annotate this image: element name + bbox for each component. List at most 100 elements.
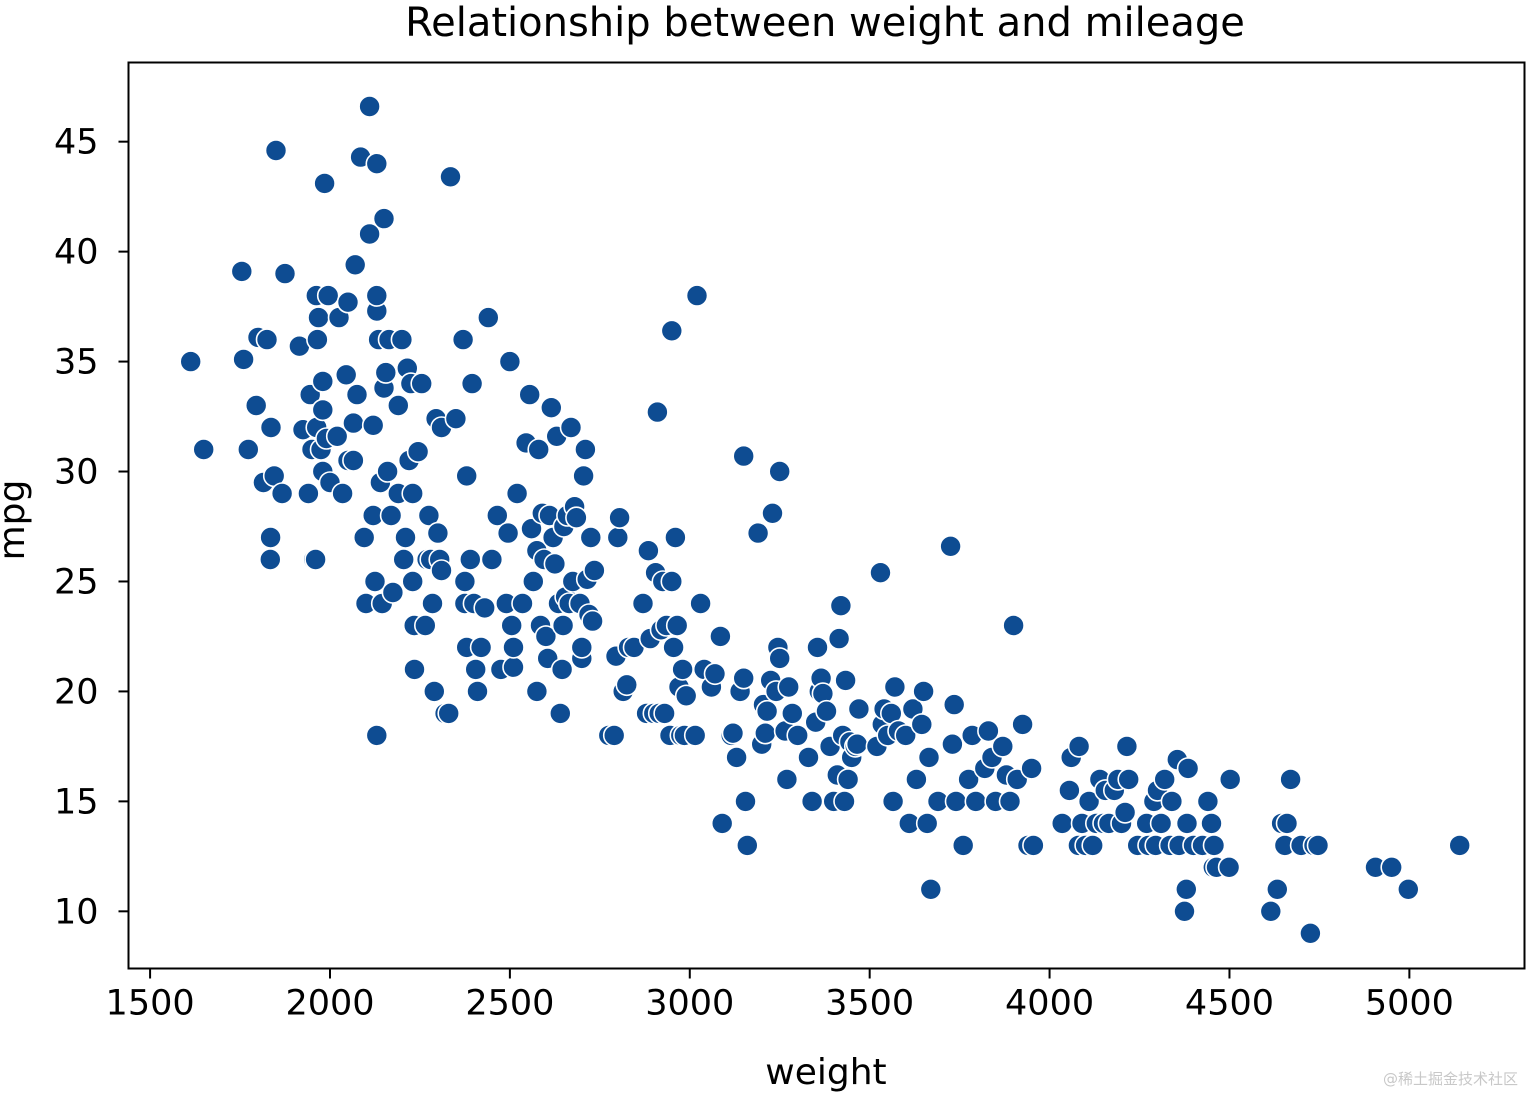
- y-tick-label: 45: [54, 123, 99, 163]
- data-point: [1067, 735, 1091, 758]
- data-point: [451, 328, 475, 351]
- data-point: [179, 350, 202, 373]
- data-point: [1306, 834, 1330, 857]
- data-point: [502, 655, 525, 679]
- data-point: [304, 548, 327, 571]
- data-point: [270, 482, 294, 505]
- data-point: [551, 614, 575, 637]
- data-point: [444, 407, 468, 431]
- data-point: [847, 697, 871, 721]
- data-point: [1173, 899, 1196, 923]
- data-point: [631, 592, 655, 615]
- data-point: [511, 592, 534, 615]
- data-point: [358, 95, 381, 118]
- data-point: [834, 669, 857, 692]
- data-point: [806, 636, 829, 659]
- data-point: [464, 658, 488, 681]
- data-point: [775, 768, 799, 791]
- data-point: [502, 636, 525, 659]
- data-point: [550, 658, 574, 681]
- data-point: [316, 284, 340, 307]
- data-point: [572, 464, 595, 488]
- data-point: [1259, 899, 1283, 923]
- data-point: [800, 790, 824, 813]
- data-point: [951, 834, 975, 857]
- y-tick-label: 10: [54, 892, 99, 932]
- data-point: [1002, 614, 1025, 637]
- data-point: [342, 411, 365, 435]
- data-point: [1020, 757, 1043, 780]
- data-point: [1448, 834, 1471, 857]
- data-point: [358, 222, 381, 246]
- data-point: [381, 581, 405, 604]
- data-point: [386, 394, 410, 417]
- data-point: [827, 627, 851, 650]
- data-point: [460, 372, 484, 395]
- data-point: [527, 438, 551, 461]
- data-point: [1299, 921, 1322, 945]
- data-point: [430, 559, 453, 582]
- data-point: [1266, 877, 1289, 901]
- data-point: [1275, 812, 1299, 835]
- data-point: [777, 675, 801, 699]
- data-point: [361, 413, 385, 437]
- data-point: [660, 319, 684, 343]
- data-point: [761, 501, 784, 525]
- data-point: [755, 699, 779, 723]
- data-point: [297, 482, 320, 505]
- data-point: [264, 139, 288, 162]
- data-point: [336, 290, 360, 314]
- data-point: [725, 746, 748, 769]
- data-point: [543, 552, 567, 576]
- data-point: [485, 504, 509, 527]
- data-point: [505, 482, 529, 505]
- data-point: [410, 372, 434, 395]
- data-point: [646, 400, 669, 424]
- data-point: [998, 790, 1022, 813]
- data-point: [365, 284, 389, 307]
- data-point: [910, 713, 934, 736]
- data-point: [915, 812, 939, 835]
- data-point: [401, 570, 425, 593]
- data-point: [977, 719, 1000, 743]
- data-point: [403, 658, 426, 681]
- data-point: [455, 464, 479, 488]
- data-point: [306, 328, 329, 351]
- data-point: [559, 416, 583, 439]
- data-point: [608, 506, 631, 530]
- data-point: [376, 460, 399, 483]
- data-point: [662, 636, 685, 659]
- data-point: [313, 172, 336, 195]
- data-point: [570, 636, 594, 659]
- data-point: [709, 625, 732, 648]
- x-tick-label: 3000: [645, 984, 734, 1024]
- data-point: [518, 383, 542, 406]
- data-point: [565, 506, 588, 530]
- y-tick-label: 25: [54, 562, 99, 602]
- data-point: [534, 625, 558, 648]
- data-point: [721, 721, 745, 745]
- data-point: [735, 834, 759, 857]
- data-point: [458, 548, 482, 571]
- y-axis-label: mpg: [0, 480, 33, 561]
- data-point: [941, 732, 964, 756]
- data-point: [665, 614, 689, 637]
- data-point: [615, 673, 639, 697]
- data-point: [583, 559, 606, 582]
- data-point: [1113, 801, 1137, 824]
- data-point: [390, 328, 414, 351]
- data-point: [244, 394, 268, 417]
- data-point: [273, 262, 297, 285]
- data-point: [307, 306, 330, 329]
- data-point: [797, 746, 820, 769]
- data-point: [917, 746, 941, 769]
- data-point: [660, 570, 684, 593]
- data-point: [237, 438, 260, 461]
- data-point: [258, 548, 282, 571]
- data-point: [653, 702, 676, 725]
- data-point: [476, 306, 500, 329]
- data-point: [426, 521, 450, 545]
- data-point: [401, 482, 425, 505]
- data-point: [417, 504, 441, 527]
- data-point: [683, 724, 707, 747]
